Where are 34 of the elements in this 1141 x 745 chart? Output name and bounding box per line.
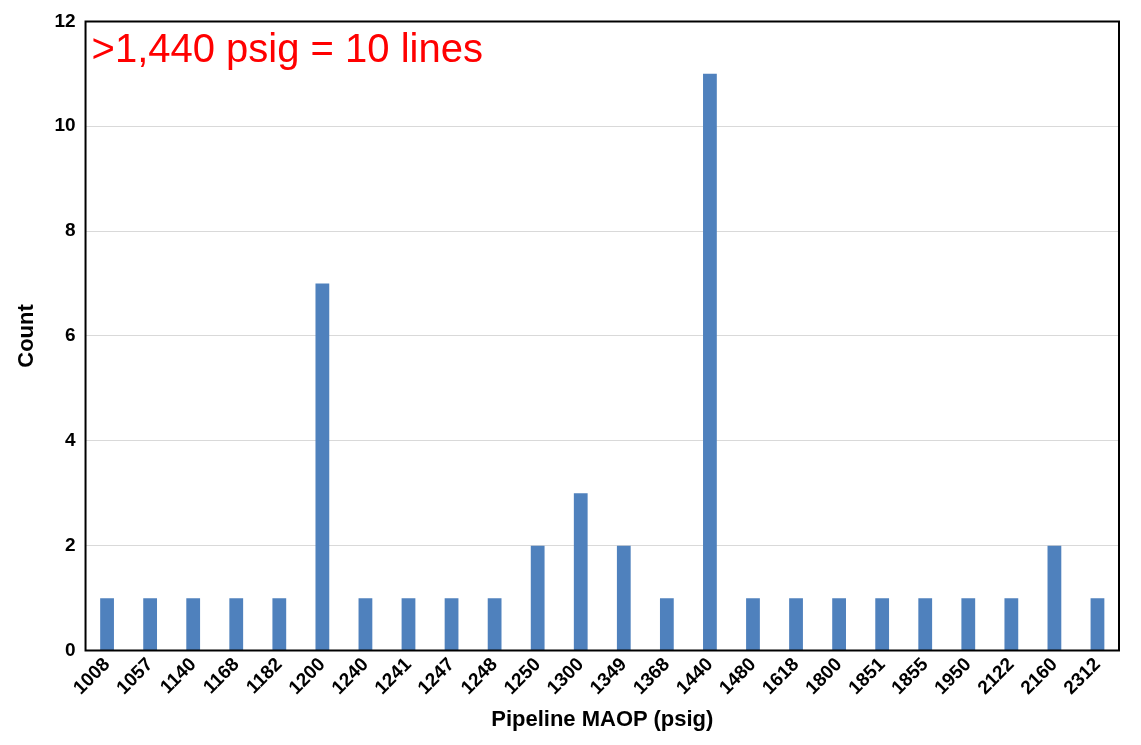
bar: [1047, 545, 1062, 651]
bar: [703, 73, 717, 651]
y-tick-label: 8: [64, 219, 76, 241]
bar: [229, 598, 244, 651]
bar: [487, 598, 502, 651]
bar: [315, 283, 330, 651]
bar: [746, 598, 760, 651]
bar: [358, 598, 373, 651]
y-tick-label: 6: [64, 324, 76, 346]
bar: [875, 598, 890, 651]
y-tick-label: 2: [64, 533, 76, 555]
bar: [401, 598, 416, 651]
bar: [272, 598, 287, 651]
x-axis-title: Pipeline MAOP (psig): [491, 705, 714, 731]
y-tick-label: 10: [54, 114, 76, 136]
bar: [1090, 598, 1105, 651]
bar: [918, 598, 933, 651]
bar: [444, 598, 459, 651]
bar: [832, 598, 846, 651]
y-axis-title: Count: [13, 303, 39, 368]
annotation: >1,440 psig = 10 lines: [91, 26, 483, 71]
bar: [659, 598, 674, 651]
y-tick-label: 0: [64, 638, 76, 660]
y-tick-label: 12: [54, 9, 76, 31]
bar: [961, 598, 976, 651]
y-tick-label: 4: [64, 429, 76, 451]
bar: [616, 545, 631, 651]
bar: [186, 598, 201, 651]
bar: [789, 598, 803, 651]
bar: [1004, 598, 1019, 651]
bar: [143, 598, 158, 651]
bar: [573, 493, 588, 651]
bar: [100, 598, 114, 651]
bar: [530, 545, 545, 651]
